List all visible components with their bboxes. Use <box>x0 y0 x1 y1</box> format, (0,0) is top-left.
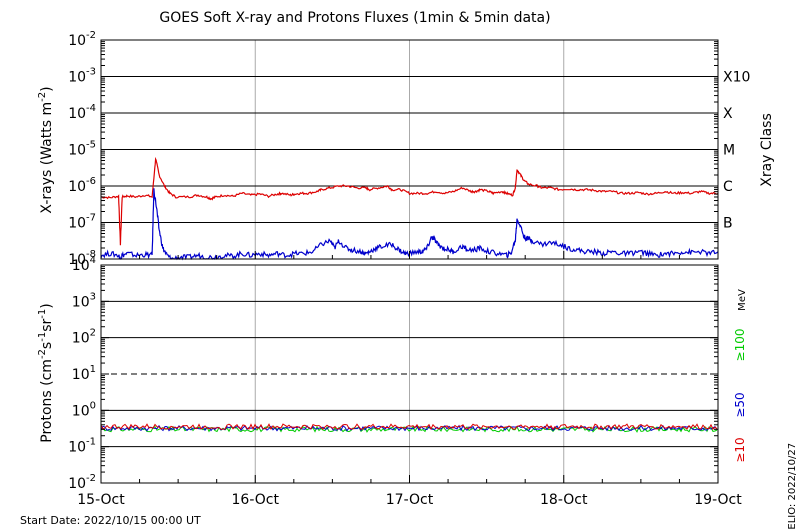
proton-legend-label: ≥50 <box>733 392 747 417</box>
xray-class-axis-title: Xray Class <box>759 113 775 187</box>
proton-y-tick-label: 101 <box>72 364 96 383</box>
xray-y-tick-label: 10-7 <box>68 213 96 232</box>
xray-gridlines <box>101 40 718 260</box>
xray-y-tick-label: 10-8 <box>68 249 96 268</box>
xray-y-tick-label: 10-4 <box>68 103 96 122</box>
proton-unit-label: MeV <box>737 289 748 311</box>
xray-class-label: C <box>723 179 733 195</box>
x-tick-label: 15-Oct <box>77 492 125 508</box>
xray-class-label: X10 <box>723 70 750 86</box>
x-tick-label: 19-Oct <box>694 492 742 508</box>
x-tick-label: 18-Oct <box>540 492 588 508</box>
proton-gridlines <box>101 265 718 483</box>
xray-series-line <box>100 156 719 246</box>
xray-class-label: M <box>723 143 735 159</box>
xray-class-label: X <box>723 106 733 122</box>
proton-y-tick-label: 100 <box>72 400 96 419</box>
start-date: Start Date: 2022/10/15 00:00 UT <box>20 514 201 527</box>
proton-y-tick-label: 10-2 <box>68 473 96 492</box>
proton-series-line <box>100 423 718 431</box>
proton-y-tick-label: 10-1 <box>68 437 96 456</box>
xray-y-ticks: 10-8 10-7 10-6 10-5 10-4 10-3 10-2 <box>68 30 718 268</box>
xray-panel: 10-8 10-7 10-6 10-5 10-4 10-3 10-2 X10 X M C B X-r… <box>37 30 775 268</box>
proton-y-ticks: 10-2 10-1 100 101 102 103 104 <box>68 255 718 492</box>
xray-y-tick-label: 10-2 <box>68 30 96 49</box>
proton-legend-label: ≥100 <box>733 329 747 362</box>
xray-series <box>100 156 719 261</box>
proton-legend-label: ≥10 <box>733 437 747 462</box>
x-axis-ticks: 15-Oct 16-Oct 17-Oct 18-Oct 19-Oct <box>77 251 742 508</box>
proton-y-axis-label: Protons (cm-2s-1sr-1) <box>37 303 55 442</box>
x-tick-label: 16-Oct <box>232 492 280 508</box>
proton-y-tick-label: 102 <box>72 328 96 347</box>
proton-y-tick-label: 104 <box>72 255 96 274</box>
helio-date: HELIO: 2022/10/27 <box>787 443 798 530</box>
xray-series-line <box>100 188 719 261</box>
proton-y-tick-label: 103 <box>72 291 96 310</box>
proton-legend: ≥100 ≥50 ≥10 <box>733 329 747 463</box>
xray-y-tick-label: 10-5 <box>68 140 96 159</box>
proton-panel: 10-2 10-1 100 101 102 103 104 Protons (cm-2s-1… <box>37 255 748 492</box>
xray-y-tick-label: 10-6 <box>68 176 96 195</box>
xray-y-tick-label: 10-3 <box>68 67 96 86</box>
proton-series <box>100 423 718 433</box>
xray-y-axis-label: X-rays (Watts m-2) <box>37 86 55 213</box>
x-tick-label: 17-Oct <box>386 492 434 508</box>
xray-class-labels: X10 X M C B <box>723 70 750 232</box>
chart-title: GOES Soft X-ray and Protons Fluxes (1min… <box>159 10 550 26</box>
xray-class-label: B <box>723 216 733 232</box>
